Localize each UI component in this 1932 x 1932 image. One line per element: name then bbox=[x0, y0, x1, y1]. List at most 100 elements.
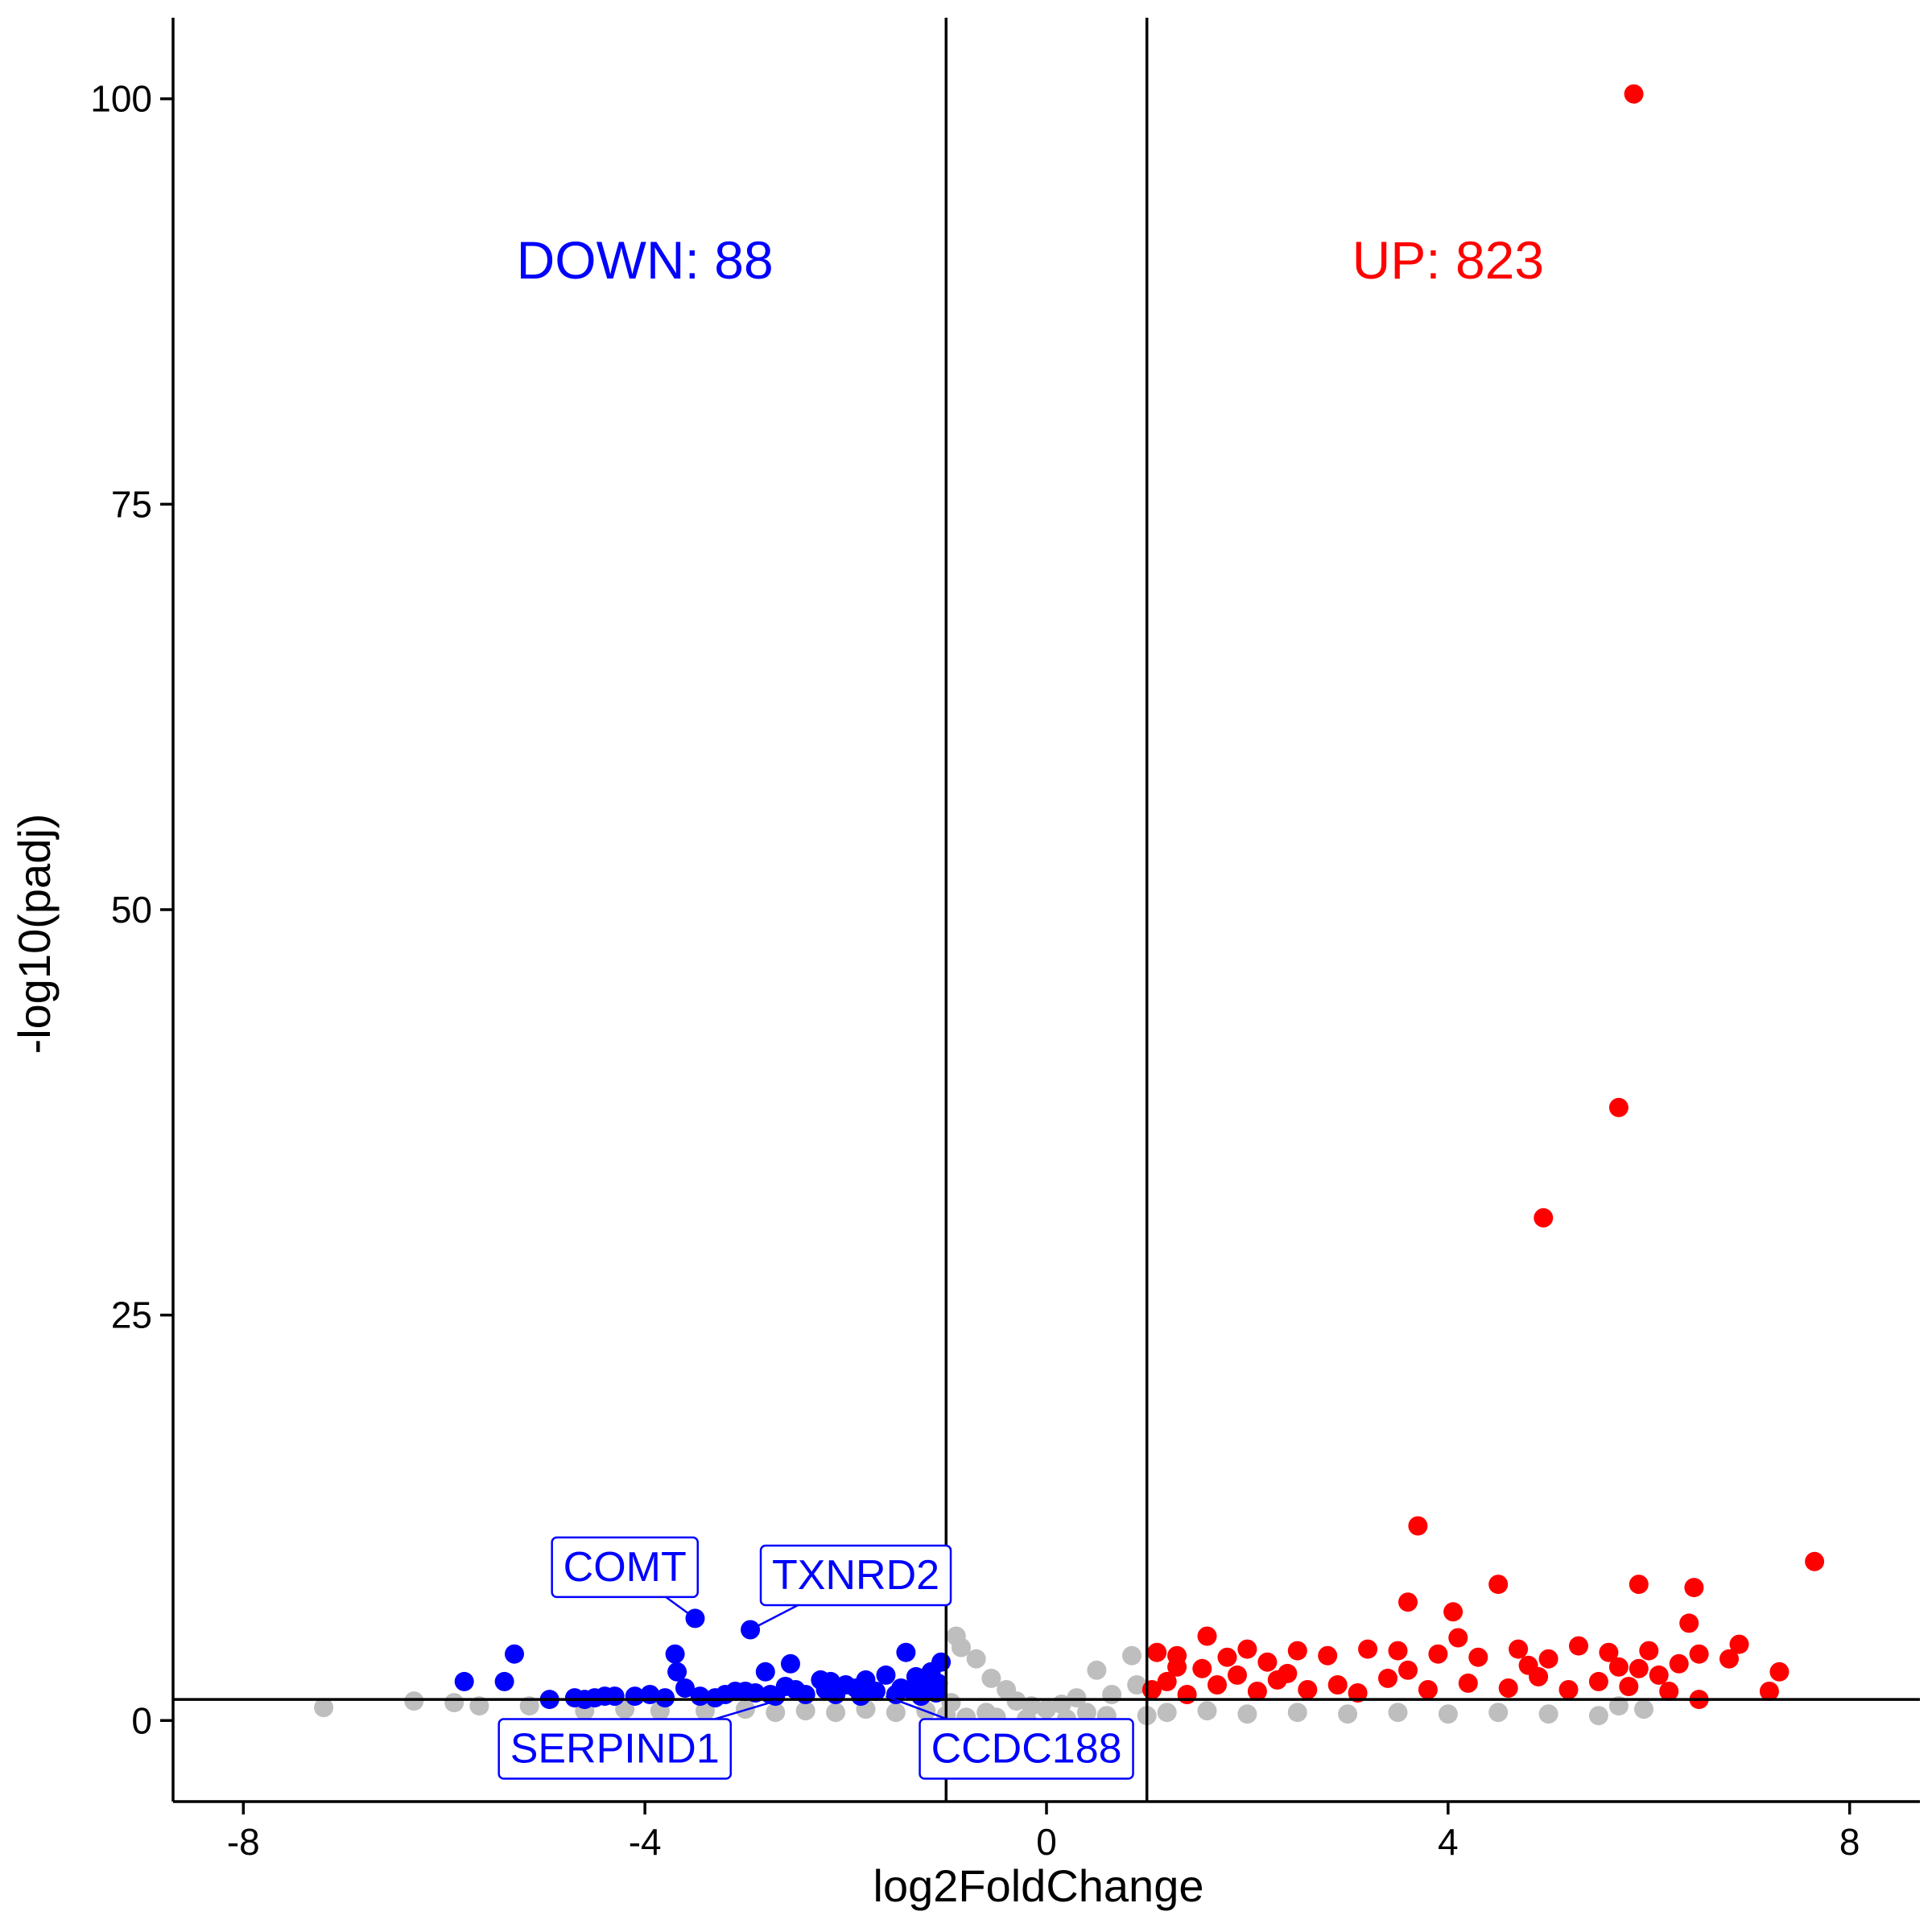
up-regulated-points bbox=[1141, 84, 1825, 1710]
gene-label-txnrd2: TXNRD2 bbox=[749, 1544, 952, 1631]
ns-point bbox=[469, 1696, 489, 1716]
up-point bbox=[1287, 1641, 1307, 1661]
gene-label-box bbox=[919, 1718, 1134, 1780]
down-point bbox=[685, 1608, 705, 1629]
down-point bbox=[876, 1665, 896, 1685]
ns-point bbox=[314, 1698, 334, 1718]
down-point bbox=[795, 1685, 815, 1704]
ns-point bbox=[1006, 1691, 1026, 1711]
y-tick-label: 0 bbox=[131, 1699, 152, 1741]
down-point bbox=[851, 1686, 871, 1707]
down-point bbox=[494, 1671, 514, 1691]
gene-label-text: CCDC188 bbox=[931, 1726, 1122, 1773]
down-regulated-points bbox=[454, 1608, 952, 1710]
up-point bbox=[1228, 1665, 1247, 1685]
down-point bbox=[896, 1642, 916, 1662]
down-point bbox=[690, 1686, 710, 1707]
up-point bbox=[1759, 1682, 1779, 1701]
ns-point bbox=[1634, 1699, 1653, 1719]
up-point bbox=[1247, 1682, 1267, 1701]
up-point bbox=[1157, 1671, 1177, 1691]
down-count-annotation: DOWN: 88 bbox=[517, 230, 774, 290]
up-point bbox=[1192, 1658, 1212, 1678]
x-tick-label: -8 bbox=[227, 1821, 260, 1863]
y-tick-label: 75 bbox=[111, 483, 152, 525]
up-point bbox=[1805, 1551, 1825, 1571]
ns-point bbox=[1338, 1704, 1358, 1724]
down-point bbox=[745, 1683, 766, 1703]
ns-point bbox=[1588, 1706, 1608, 1726]
gene-label-comt: COMT bbox=[551, 1536, 700, 1620]
gene-label-leader bbox=[749, 1604, 799, 1631]
up-point bbox=[1428, 1644, 1448, 1664]
ns-point bbox=[981, 1668, 1001, 1688]
threshold-lines bbox=[173, 18, 1920, 1802]
up-point bbox=[1588, 1671, 1608, 1691]
ns-point bbox=[1122, 1645, 1141, 1666]
down-point bbox=[665, 1644, 685, 1664]
ns-point bbox=[886, 1703, 906, 1723]
up-point bbox=[1624, 84, 1644, 104]
up-point bbox=[1443, 1602, 1463, 1622]
down-point bbox=[928, 1673, 948, 1693]
ns-point bbox=[766, 1703, 786, 1723]
up-point bbox=[1458, 1673, 1478, 1693]
ns-point bbox=[1388, 1703, 1408, 1723]
up-point bbox=[1318, 1645, 1338, 1666]
up-point bbox=[1619, 1677, 1639, 1696]
down-point bbox=[667, 1662, 687, 1682]
ns-point bbox=[1127, 1675, 1147, 1695]
annotations: DOWN: 88 UP: 823 bbox=[517, 230, 1544, 290]
ns-point bbox=[1237, 1704, 1257, 1724]
y-tick-label: 50 bbox=[111, 889, 152, 931]
up-point bbox=[1388, 1641, 1408, 1661]
up-point bbox=[1167, 1657, 1187, 1677]
up-point bbox=[1278, 1663, 1298, 1683]
up-point bbox=[1669, 1653, 1689, 1674]
ns-point bbox=[615, 1699, 635, 1719]
up-point bbox=[1608, 1097, 1629, 1117]
up-point bbox=[1659, 1682, 1679, 1701]
up-point bbox=[1608, 1657, 1629, 1677]
ns-point bbox=[519, 1696, 539, 1716]
ns-point bbox=[1287, 1703, 1307, 1723]
up-point bbox=[1327, 1675, 1348, 1695]
axes: -8 -4 0 4 8 0 25 50 75 100 log2FoldChange -log10(pa… bbox=[9, 18, 1920, 1911]
ns-point bbox=[1438, 1704, 1458, 1724]
ns-point bbox=[1102, 1685, 1122, 1704]
y-tick-label: 25 bbox=[111, 1294, 152, 1336]
ns-point bbox=[1037, 1699, 1056, 1719]
ns-point bbox=[1488, 1703, 1509, 1723]
up-point bbox=[1569, 1636, 1588, 1656]
down-point bbox=[454, 1671, 474, 1691]
up-point bbox=[1147, 1642, 1167, 1662]
ns-point bbox=[952, 1637, 971, 1657]
up-point bbox=[1558, 1680, 1579, 1699]
up-point bbox=[1649, 1665, 1669, 1685]
up-point bbox=[1468, 1647, 1488, 1667]
down-point bbox=[866, 1682, 886, 1701]
down-point bbox=[741, 1620, 761, 1640]
up-count-annotation: UP: 823 bbox=[1352, 230, 1544, 290]
up-point bbox=[1378, 1668, 1397, 1688]
down-point bbox=[505, 1644, 524, 1664]
ns-point bbox=[826, 1703, 846, 1723]
gene-label-text: TXNRD2 bbox=[772, 1552, 939, 1599]
gene-label-leader bbox=[714, 1699, 776, 1720]
ns-point bbox=[1067, 1688, 1087, 1708]
ns-point bbox=[966, 1649, 986, 1669]
ns-point bbox=[1157, 1703, 1177, 1723]
up-point bbox=[1729, 1634, 1749, 1654]
up-point bbox=[1217, 1647, 1237, 1667]
up-point bbox=[1358, 1639, 1378, 1659]
up-point bbox=[1208, 1675, 1227, 1695]
up-point bbox=[1398, 1592, 1418, 1612]
up-point bbox=[1518, 1655, 1538, 1675]
up-point bbox=[1689, 1644, 1709, 1664]
gene-label-leader bbox=[665, 1596, 696, 1620]
x-axis-title: log2FoldChange bbox=[873, 1860, 1204, 1911]
y-axis-title: -log10(padj) bbox=[9, 814, 60, 1055]
up-point bbox=[1629, 1658, 1649, 1678]
ns-point bbox=[444, 1693, 464, 1713]
